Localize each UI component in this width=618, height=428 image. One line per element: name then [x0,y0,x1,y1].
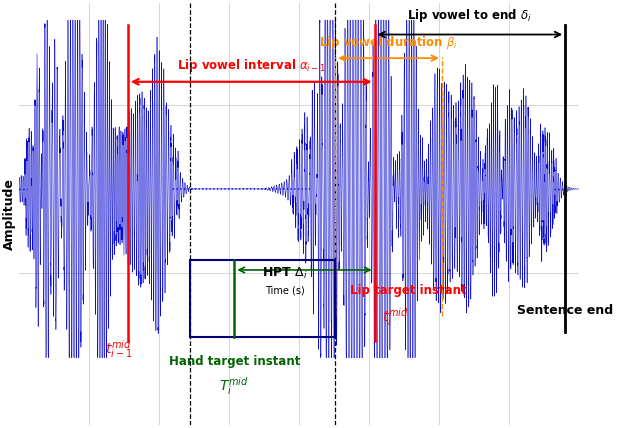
Text: Lip vowel duration $\beta_i$: Lip vowel duration $\beta_i$ [319,33,458,51]
Text: $t_{i-1}^{mid}$: $t_{i-1}^{mid}$ [104,338,132,360]
Text: HPT $\Delta_i$: HPT $\Delta_i$ [262,266,308,281]
Bar [190,260,336,337]
Text: $T_i^{mid}$: $T_i^{mid}$ [219,375,249,397]
Text: Lip vowel to end $\delta_i$: Lip vowel to end $\delta_i$ [407,7,532,24]
Text: Lip vowel interval $\alpha_{i-1}$: Lip vowel interval $\alpha_{i-1}$ [177,57,326,74]
Text: Sentence end: Sentence end [517,304,613,317]
Text: Hand target instant: Hand target instant [169,354,300,368]
Text: Lip target instant: Lip target instant [350,284,467,297]
Text: Time (s): Time (s) [265,285,305,295]
Text: $t_i^{mid}$: $t_i^{mid}$ [382,306,408,328]
Y-axis label: Amplitude: Amplitude [2,178,16,250]
